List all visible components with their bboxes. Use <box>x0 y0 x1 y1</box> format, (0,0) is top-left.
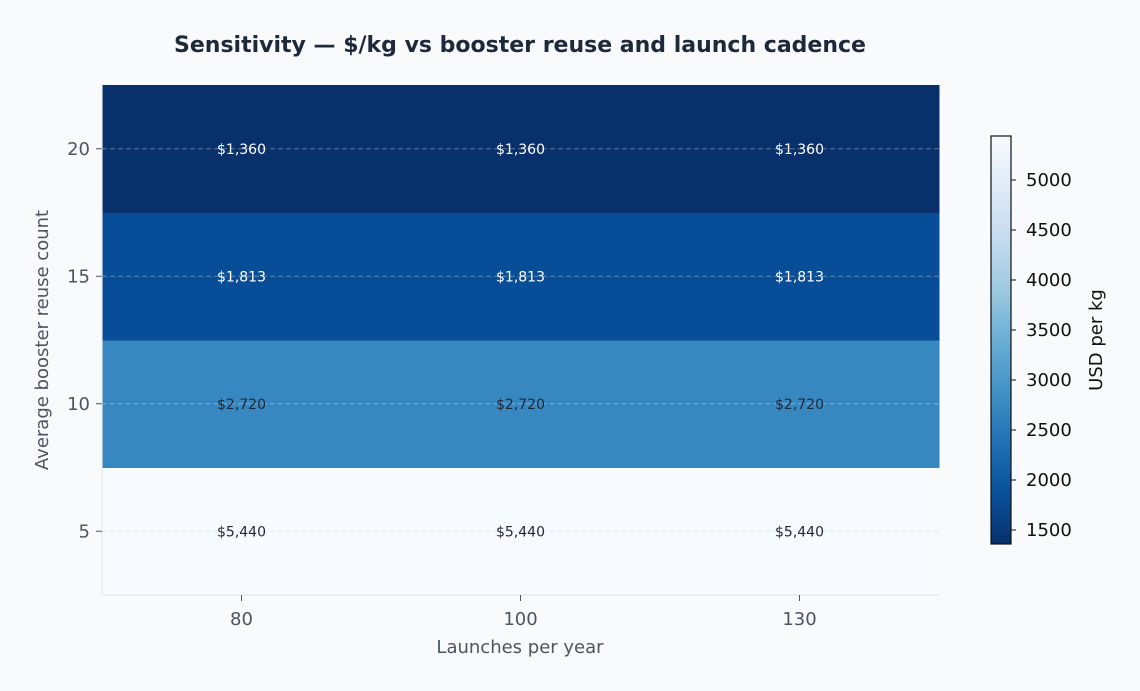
colorbar-tick-label: 3000 <box>1026 370 1072 391</box>
chart-title: Sensitivity — $/kg vs booster reuse and … <box>174 33 866 58</box>
x-axis: 80 100 130 <box>230 595 817 630</box>
colorbar-tick-label: 5000 <box>1026 170 1072 191</box>
x-tick-label: 130 <box>782 609 816 630</box>
cell-value-label: $5,440 <box>775 524 824 540</box>
heatmap-cell <box>102 340 382 468</box>
cell-value-label: $2,720 <box>496 397 545 413</box>
heatmap-cell <box>660 340 940 468</box>
cell-value-label: $1,360 <box>217 142 266 158</box>
cell-value-label: $1,360 <box>496 142 545 158</box>
heatmap-cell <box>102 212 382 341</box>
colorbar-tick-label: 1500 <box>1026 520 1072 541</box>
cell-value-label: $2,720 <box>775 397 824 413</box>
cell-value-label: $1,360 <box>775 142 824 158</box>
cell-value-label: $5,440 <box>217 524 266 540</box>
y-tick-label: 15 <box>67 266 90 287</box>
heatmap-cell <box>381 85 661 213</box>
cell-value-label: $1,813 <box>496 269 545 285</box>
heatmap-cells <box>101 85 940 596</box>
y-axis-label: Average booster reuse count <box>32 210 53 470</box>
x-tick-label: 100 <box>503 609 537 630</box>
heatmap-cell <box>381 212 661 341</box>
heatmap-cell <box>660 85 940 213</box>
heatmap-cell <box>660 212 940 341</box>
y-tick-label: 10 <box>67 394 90 415</box>
x-axis-label: Launches per year <box>436 637 604 658</box>
colorbar-tick-label: 3500 <box>1026 320 1072 341</box>
heatmap-cell <box>381 340 661 468</box>
cell-value-label: $2,720 <box>217 397 266 413</box>
cell-value-label: $1,813 <box>217 269 266 285</box>
colorbar-gradient <box>990 135 1012 545</box>
heatmap-cell <box>102 85 382 213</box>
cell-value-label: $5,440 <box>496 524 545 540</box>
colorbar-tick-label: 2000 <box>1026 470 1072 491</box>
y-tick-label: 20 <box>67 139 90 160</box>
y-tick-label: 5 <box>79 521 90 542</box>
colorbar-tick-label: 4500 <box>1026 220 1072 241</box>
x-tick-label: 80 <box>230 609 253 630</box>
heatmap-grid <box>102 148 939 532</box>
colorbar: 1500 2000 2500 3000 3500 4000 4500 5000 <box>990 135 1072 545</box>
cell-value-label: $1,813 <box>775 269 824 285</box>
colorbar-label: USD per kg <box>1086 289 1107 391</box>
colorbar-tick-label: 2500 <box>1026 420 1072 441</box>
colorbar-tick-label: 4000 <box>1026 270 1072 291</box>
y-axis: 5 10 15 20 <box>67 139 102 542</box>
heatmap-cell-labels: $5,440 $5,440 $5,440 $2,720 $2,720 $2,720 $1,8… <box>217 142 824 541</box>
